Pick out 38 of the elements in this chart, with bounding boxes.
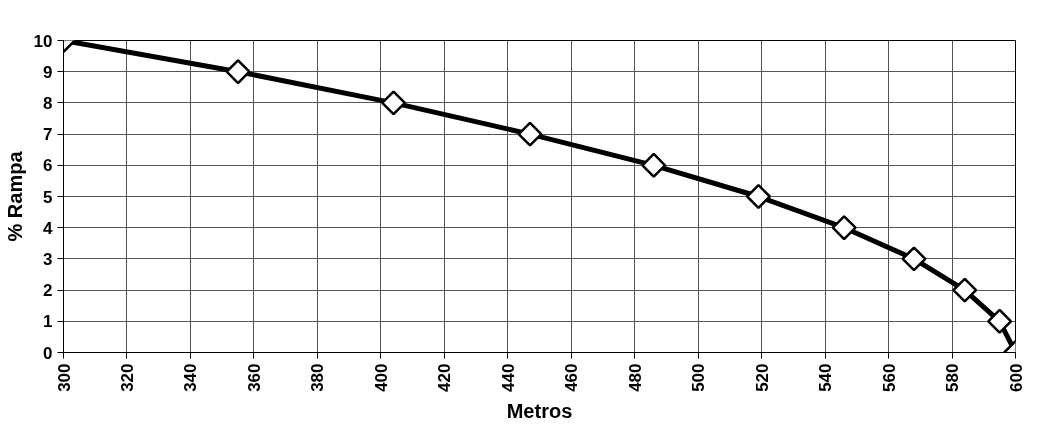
y-tick-label: 4 [43,218,54,238]
x-tick-label: 320 [117,363,137,392]
point [901,246,927,272]
y-axis-title: % Rampa [3,150,26,242]
y-tick-label: 1 [43,312,53,332]
y-tick-label: 5 [43,187,53,207]
point [380,90,407,116]
y-tick-label: 6 [43,156,53,176]
x-tick-label: 460 [562,363,582,392]
x-tick-label: 560 [879,363,899,392]
x-axis-title: Metros [506,399,573,422]
x-tick-label: 380 [308,363,328,392]
y-tick-label: 2 [43,281,53,301]
x-tick-label: 540 [816,363,836,392]
y-tick-label: 9 [43,62,53,82]
point [831,215,857,241]
x-tick-label: 500 [689,363,709,392]
point [987,308,1013,334]
point [745,183,772,210]
y-tick-label: 3 [43,249,53,269]
x-tick-label: 600 [1006,363,1026,392]
x-tick-label: 400 [371,363,391,392]
x-tick-label: 480 [625,363,645,392]
y-tick-label: 0 [43,343,53,363]
x-tick-label: 340 [181,363,201,392]
y-tick-label: 8 [43,93,53,113]
point [517,121,543,147]
point [641,152,667,178]
x-tick-label: 580 [943,363,963,392]
x-tick-label: 440 [498,363,518,392]
point [225,59,251,85]
x-tick-label: 360 [244,363,264,392]
x-tick-label: 520 [752,363,772,392]
x-tick-label: 420 [435,363,455,392]
x-tick-label: 300 [54,363,74,392]
y-tick-label: 10 [33,31,53,51]
y-tick-label: 7 [43,125,53,145]
point [952,277,978,303]
